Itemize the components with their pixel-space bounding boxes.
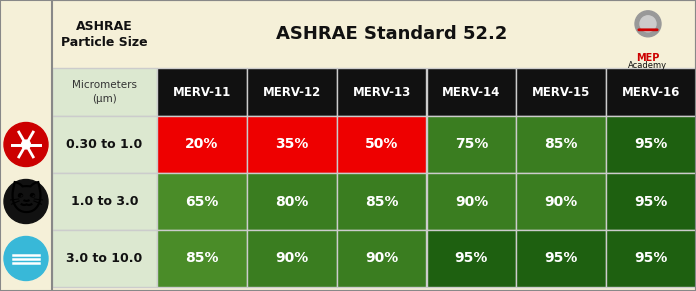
Bar [52,116,157,173]
Text: Academy: Academy [628,61,667,70]
Bar [337,230,427,287]
Text: 3.0 to 10.0: 3.0 to 10.0 [66,252,143,265]
Bar [516,116,606,173]
Text: MEP: MEP [636,53,660,63]
Circle shape [4,237,48,281]
Bar [427,173,516,230]
Bar [247,230,337,287]
Text: MERV-13: MERV-13 [352,86,411,98]
Bar [516,230,606,287]
Text: 50%: 50% [365,138,398,152]
Bar [52,68,157,116]
Circle shape [4,180,48,223]
Text: 95%: 95% [634,194,667,208]
Bar [427,68,516,116]
Bar [606,68,696,116]
Bar [0,173,52,230]
Text: ASHRAE
Particle Size: ASHRAE Particle Size [61,19,148,49]
Text: 1.0 to 3.0: 1.0 to 3.0 [71,195,139,208]
Circle shape [4,123,48,166]
Bar [337,173,427,230]
Circle shape [635,11,661,37]
Text: 90%: 90% [545,194,578,208]
Bar [247,116,337,173]
Text: 90%: 90% [454,194,488,208]
Bar [0,0,157,68]
Text: MERV-16: MERV-16 [622,86,680,98]
Text: 85%: 85% [185,251,219,265]
Text: 35%: 35% [275,138,308,152]
Text: 0.30 to 1.0: 0.30 to 1.0 [66,138,143,151]
Bar [157,173,247,230]
Text: MERV-12: MERV-12 [262,86,321,98]
Bar [427,230,516,287]
Text: Micrometers
(μm): Micrometers (μm) [72,80,137,104]
Circle shape [640,16,656,32]
Text: ASHRAE Standard 52.2: ASHRAE Standard 52.2 [276,25,507,43]
Bar [52,173,157,230]
Bar [157,68,247,116]
Bar [157,230,247,287]
Bar [516,68,606,116]
Bar [247,173,337,230]
Text: MERV-14: MERV-14 [442,86,500,98]
Bar [157,0,696,68]
Text: 20%: 20% [185,138,219,152]
Text: 90%: 90% [365,251,398,265]
Bar [157,116,247,173]
Bar [606,173,696,230]
Text: 🐱: 🐱 [8,185,43,218]
Bar [606,230,696,287]
Text: MERV-15: MERV-15 [532,86,590,98]
Text: 95%: 95% [634,251,667,265]
Text: 75%: 75% [454,138,488,152]
Text: 95%: 95% [544,251,578,265]
Bar [516,173,606,230]
Bar [0,230,52,287]
Text: MERV-11: MERV-11 [173,86,231,98]
Text: 95%: 95% [454,251,488,265]
Bar [606,116,696,173]
Text: 80%: 80% [275,194,308,208]
Bar [427,116,516,173]
Bar [337,116,427,173]
Text: 95%: 95% [634,138,667,152]
Text: 65%: 65% [185,194,219,208]
Circle shape [22,140,31,149]
Bar [337,68,427,116]
Text: 90%: 90% [275,251,308,265]
Text: 85%: 85% [365,194,398,208]
Bar [247,68,337,116]
Bar [52,230,157,287]
Text: 85%: 85% [544,138,578,152]
Bar [0,116,52,173]
